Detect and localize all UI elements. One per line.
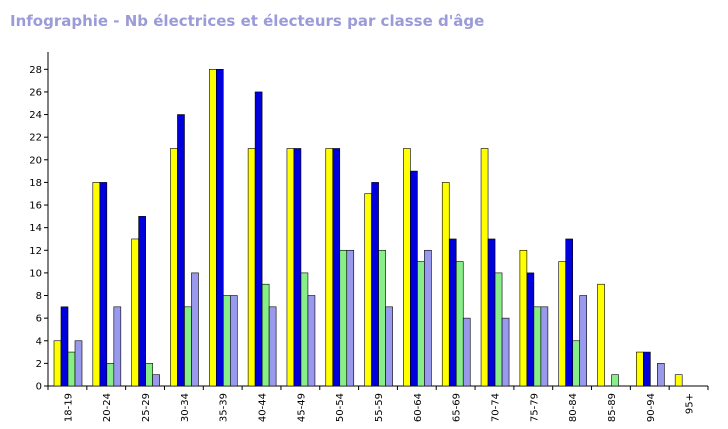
- bar: [332, 148, 341, 387]
- x-tick-label: 95+: [685, 393, 696, 414]
- x-tick-label: 60-64: [413, 393, 424, 422]
- x-tick-label: 40-44: [258, 393, 269, 422]
- bar: [410, 170, 418, 387]
- bar: [565, 238, 574, 387]
- bar: [247, 148, 256, 387]
- bar: [558, 261, 567, 387]
- bar: [177, 114, 185, 387]
- bar: [215, 69, 224, 387]
- bar: [307, 295, 316, 387]
- x-tick-label: 55-59: [374, 393, 385, 422]
- bar: [53, 340, 62, 387]
- bar: [67, 351, 76, 387]
- bar: [533, 306, 542, 387]
- y-tick-label: 4: [36, 336, 42, 347]
- x-tick-label: 85-89: [607, 393, 618, 422]
- x-tick-label: 70-74: [490, 393, 501, 422]
- bar: [60, 306, 69, 387]
- bar: [526, 272, 535, 387]
- bar: [448, 238, 457, 387]
- x-tick-label: 65-69: [452, 393, 463, 422]
- bar: [191, 272, 199, 387]
- bar: [417, 261, 425, 387]
- bar: [99, 182, 108, 387]
- bar: [385, 306, 393, 387]
- bar: [286, 148, 295, 387]
- y-tick-label: 16: [29, 201, 42, 212]
- bar: [579, 295, 588, 387]
- bar: [131, 238, 139, 387]
- bar: [371, 182, 379, 387]
- y-tick-label: 0: [36, 382, 42, 393]
- bar: [540, 306, 549, 387]
- chart-title: Infographie - Nb électrices et électeurs…: [10, 12, 485, 30]
- bar: [74, 340, 83, 387]
- x-tick-label: 75-79: [529, 393, 540, 422]
- y-tick-label: 22: [29, 133, 42, 144]
- x-tick-label: 18-19: [63, 393, 74, 422]
- bar: [229, 295, 238, 387]
- y-tick-label: 6: [36, 314, 42, 325]
- bar: [424, 249, 432, 387]
- bar: [572, 340, 581, 387]
- bar: [487, 238, 496, 387]
- bar: [339, 249, 348, 387]
- bar: [152, 374, 160, 387]
- bar: [611, 374, 619, 387]
- x-tick-label: 90-94: [646, 393, 657, 422]
- y-tick-label: 2: [36, 359, 42, 370]
- x-tick-label: 50-54: [335, 393, 346, 422]
- bar: [441, 182, 450, 387]
- bar: [222, 295, 231, 387]
- bar: [170, 148, 178, 387]
- bar: [106, 363, 115, 387]
- bar: [113, 306, 122, 387]
- bar: [145, 363, 153, 387]
- bar: [293, 148, 302, 387]
- bar: [325, 148, 334, 387]
- bar: [480, 148, 489, 387]
- bar: [519, 249, 528, 387]
- bar: [597, 283, 605, 387]
- y-tick-label: 20: [29, 155, 42, 166]
- bar: [403, 148, 411, 387]
- bar: [494, 272, 503, 387]
- bar: [674, 374, 683, 387]
- bar: [92, 182, 101, 387]
- x-tick-label: 80-84: [568, 393, 579, 422]
- bar: [300, 272, 309, 387]
- bar: [657, 363, 665, 387]
- bar: [261, 283, 270, 387]
- bar: [364, 193, 372, 387]
- bar: [346, 249, 355, 387]
- bar: [501, 317, 510, 387]
- bar: [643, 351, 651, 387]
- y-tick-label: 24: [29, 110, 42, 121]
- y-tick-label: 18: [29, 178, 42, 189]
- bar: [636, 351, 644, 387]
- bar: [138, 216, 146, 387]
- y-tick-label: 12: [29, 246, 42, 257]
- bar: [378, 249, 386, 387]
- bar: [462, 317, 471, 387]
- x-tick-label: 25-29: [141, 393, 152, 422]
- x-tick-label: 20-24: [102, 393, 113, 422]
- bar: [455, 261, 464, 387]
- y-tick-label: 8: [36, 291, 42, 302]
- x-tick-label: 30-34: [180, 393, 191, 422]
- bar: [254, 91, 263, 387]
- bar: [268, 306, 277, 387]
- bar: [184, 306, 192, 387]
- y-tick-label: 28: [29, 65, 42, 76]
- x-tick-label: 45-49: [296, 393, 307, 422]
- x-tick-label: 35-39: [219, 393, 230, 422]
- y-tick-label: 10: [29, 268, 42, 279]
- y-tick-label: 26: [29, 87, 42, 98]
- y-tick-label: 14: [29, 223, 42, 234]
- bar: [208, 69, 217, 387]
